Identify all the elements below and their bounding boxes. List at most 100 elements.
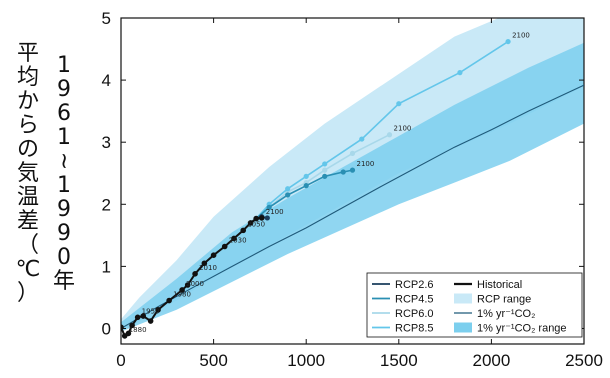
y-label-digit: 9 bbox=[57, 77, 71, 102]
series-point-historical bbox=[184, 282, 191, 288]
series-point-historical bbox=[210, 252, 217, 259]
series-point-rcp4-5 bbox=[266, 204, 272, 210]
y-tick-label: 0 bbox=[102, 319, 111, 338]
legend-label: 1% yr⁻¹CO₂ bbox=[477, 308, 535, 320]
series-point-historical bbox=[192, 271, 198, 277]
range-bands bbox=[121, 18, 584, 332]
series-point-rcp8-5 bbox=[359, 136, 365, 142]
series-point-rcp8-5 bbox=[322, 161, 328, 167]
y-label-char: 気 bbox=[17, 161, 39, 186]
x-tick-label: 1500 bbox=[380, 351, 418, 370]
series-point-rcp4-5 bbox=[322, 173, 328, 179]
point-label: 2100 bbox=[394, 125, 412, 133]
point-label: 1980 bbox=[173, 291, 191, 299]
series-point-historical bbox=[179, 287, 185, 293]
series-point-rcp8-5 bbox=[505, 38, 511, 45]
series-point-historical bbox=[134, 314, 141, 321]
series-point-rcp6-0 bbox=[349, 150, 356, 156]
series-point-historical bbox=[240, 227, 247, 234]
one-pct-range-band bbox=[121, 42, 584, 332]
y-tick-label: 1 bbox=[102, 257, 111, 276]
series-point-historical bbox=[166, 297, 172, 304]
x-tick-label: 500 bbox=[199, 351, 227, 370]
series-point-historical bbox=[221, 243, 228, 250]
legend-label: 1% yr⁻¹CO₂ range bbox=[477, 323, 567, 335]
y-label-char: 均 bbox=[17, 65, 39, 90]
x-tick-label: 2000 bbox=[472, 351, 510, 370]
legend-label: Historical bbox=[477, 279, 522, 291]
legend-swatch bbox=[454, 322, 472, 333]
legend-label: RCP2.6 bbox=[395, 279, 434, 291]
y-label-char: ℃ bbox=[16, 257, 41, 282]
point-label: 1880 bbox=[129, 326, 147, 334]
y-label-digit: 0 bbox=[57, 245, 71, 270]
series-point-rcp4-5 bbox=[349, 167, 356, 173]
y-label-char: か bbox=[17, 89, 39, 114]
legend: RCP2.6 RCP4.5 RCP6.0 RCP8.5 Historical RCP ra… bbox=[366, 272, 583, 338]
series-point-rcp8-5 bbox=[396, 101, 402, 107]
series-point-historical bbox=[121, 324, 124, 331]
series-point-rcp4-5 bbox=[303, 183, 309, 189]
series-point-historical bbox=[201, 260, 208, 267]
x-tick-label: 2500 bbox=[565, 351, 603, 370]
plot-frame bbox=[120, 17, 585, 345]
series-point-rcp8-5 bbox=[457, 70, 463, 76]
y-label-digit: 1 bbox=[57, 53, 71, 78]
series-point-historical bbox=[140, 313, 147, 319]
series-point-historical bbox=[253, 215, 259, 222]
x-tick-label: 0 bbox=[116, 351, 125, 370]
y-label-digit: 6 bbox=[57, 101, 71, 126]
legend-label: RCP6.0 bbox=[395, 308, 434, 320]
point-labels: 1880195019802000201020302050210021002100… bbox=[129, 32, 530, 334]
y-tick-label: 5 bbox=[102, 9, 111, 28]
y-label-char: 差 bbox=[17, 209, 39, 234]
point-label: 2000 bbox=[186, 280, 204, 288]
series-point-historical bbox=[247, 220, 254, 226]
y-label-digit: 1 bbox=[57, 173, 71, 198]
series-point-rcp4-5 bbox=[340, 169, 346, 175]
series-lines bbox=[121, 38, 584, 339]
series-point-historical bbox=[125, 330, 132, 337]
y-label-digit: ~ bbox=[51, 152, 76, 170]
series-point-rcp6-0 bbox=[386, 132, 393, 138]
legend-label: RCP4.5 bbox=[395, 294, 434, 306]
series-point-rcp8-5 bbox=[285, 186, 291, 192]
series-point-rcp2-6 bbox=[264, 215, 270, 221]
axes: 0 500 1000 1500 2000 2500 0 1 2 3 4 5 bbox=[102, 9, 603, 370]
y-label-char: 平 bbox=[17, 41, 39, 66]
series-line-1-yr-1co2 bbox=[121, 84, 584, 329]
x-tick-label: 1000 bbox=[287, 351, 325, 370]
y-tick-label: 3 bbox=[102, 133, 111, 152]
y-label-char: 温 bbox=[17, 185, 39, 210]
point-label: 2100 bbox=[512, 32, 530, 40]
point-label: 2050 bbox=[247, 220, 265, 228]
series-point-historical bbox=[147, 318, 154, 324]
legend-swatch bbox=[454, 293, 472, 304]
y-label-digit: 年 bbox=[53, 269, 75, 294]
y-tick-label: 4 bbox=[102, 71, 111, 90]
point-label: 2100 bbox=[357, 160, 375, 168]
y-tick-label: 2 bbox=[102, 195, 111, 214]
legend-label: RCP range bbox=[477, 294, 531, 306]
y-label-char: ら bbox=[17, 113, 39, 138]
y-label-char: ） bbox=[17, 281, 39, 306]
series-point-rcp6-0 bbox=[322, 167, 328, 173]
series-point-historical bbox=[155, 307, 161, 313]
point-label: 2030 bbox=[229, 237, 247, 245]
y-label-digit: 1 bbox=[57, 125, 71, 150]
series-point-rcp4-5 bbox=[285, 192, 291, 198]
series-point-historical bbox=[129, 322, 135, 329]
series-point-historical bbox=[231, 235, 237, 242]
y-label-char: （ bbox=[17, 233, 39, 258]
point-label: 1950 bbox=[142, 307, 160, 315]
series-point-historical bbox=[258, 215, 265, 221]
legend-box bbox=[366, 272, 583, 338]
point-label: 2010 bbox=[199, 264, 217, 272]
y-label-digit: 9 bbox=[57, 197, 71, 222]
series-point-rcp8-5 bbox=[303, 173, 309, 179]
legend-label: RCP8.5 bbox=[395, 323, 434, 335]
y-label-char: の bbox=[17, 137, 39, 162]
point-label: 2100 bbox=[266, 208, 284, 216]
